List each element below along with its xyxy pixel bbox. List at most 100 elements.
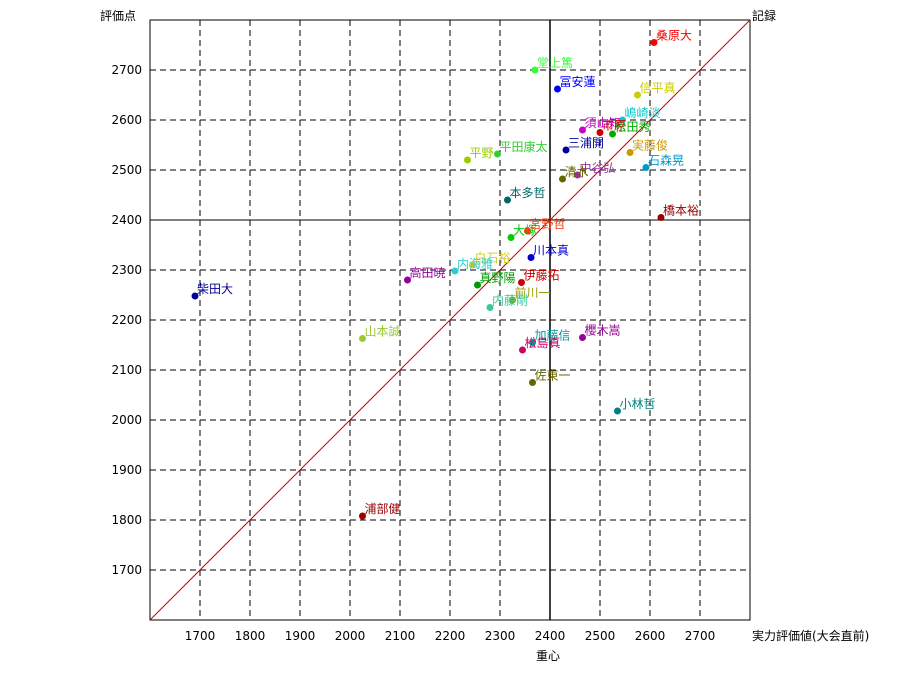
data-point: [574, 171, 581, 179]
x-tick-label: 2000: [335, 629, 366, 643]
data-point: [609, 130, 616, 138]
point-label: 高田暁: [410, 265, 446, 280]
data-point: [529, 379, 536, 386]
y-tick-label: 1700: [111, 563, 142, 577]
x-tick-label: 1800: [235, 629, 266, 643]
data-point: [562, 146, 570, 154]
point-label: 本多哲: [510, 186, 546, 200]
point-label: 柴田大: [197, 282, 233, 296]
point-label: 内藤剛: [492, 294, 528, 308]
point-label: 山本誠: [365, 325, 401, 339]
data-point: [191, 292, 199, 300]
diagonal-line: [149, 19, 751, 621]
data-point: [650, 39, 658, 46]
data-point: [554, 85, 561, 93]
x-tick-label: 2200: [435, 629, 466, 643]
data-point: [579, 126, 586, 134]
data-point: [359, 335, 366, 342]
data-point: [527, 254, 535, 261]
point-label: 佐東一: [535, 369, 571, 383]
data-point: [486, 304, 494, 311]
data-point: [474, 281, 481, 289]
data-point: [519, 346, 526, 354]
point-label: 前川一: [515, 285, 551, 300]
point-label: 桑原大: [656, 29, 692, 43]
y-axis-title: 評価点: [100, 8, 136, 23]
data-point: [509, 296, 516, 304]
point-label: 嶋崎淡: [625, 106, 661, 120]
y-tick-label: 2400: [111, 213, 142, 227]
y-tick-label: 1900: [111, 463, 142, 477]
x-tick-label: 2300: [485, 629, 516, 643]
data-point: [529, 339, 536, 346]
x-tick-label: 2400: [535, 629, 566, 643]
data-point: [559, 175, 566, 183]
point-label: 松田秀: [615, 120, 651, 134]
data-point: [464, 156, 471, 164]
x-tick-label: 1700: [185, 629, 216, 643]
data-point: [524, 227, 531, 235]
point-label: 真野陽: [480, 271, 516, 285]
data-point: [469, 261, 476, 269]
y-tick-label: 2600: [111, 113, 142, 127]
y-tick-labels: 1700 1800 1900 2000 2100 2200 2300 2400 2500 2600…: [111, 63, 142, 577]
point-label: 中谷弘: [580, 160, 616, 175]
data-point: [404, 276, 411, 284]
y-tick-label: 2300: [111, 263, 142, 277]
x-tick-label: 2500: [585, 629, 616, 643]
data-point: [614, 407, 621, 415]
y-tick-label: 1800: [111, 513, 142, 527]
point-label: 白石裕: [475, 250, 511, 265]
y-tick-label: 2200: [111, 313, 142, 327]
data-point: [507, 234, 515, 241]
point-label: 宮野哲: [530, 216, 566, 231]
data-point: [634, 91, 641, 99]
data-point: [579, 334, 586, 341]
data-point: [596, 129, 604, 136]
x-tick-label: 2600: [635, 629, 666, 643]
point-label: 松島真: [525, 335, 561, 350]
x-tick-label: 1900: [285, 629, 316, 643]
point-label: 三浦開: [568, 136, 604, 150]
point-label: 平野: [470, 146, 494, 160]
point-label: 須山知: [585, 116, 621, 130]
y-tick-label: 2500: [111, 163, 142, 177]
y-tick-label: 2700: [111, 63, 142, 77]
point-label: 櫻木嵩: [585, 323, 621, 338]
x-axis-title: 実力評価値(大会直前): [752, 628, 869, 643]
data-point: [518, 279, 525, 286]
point-label: 信平真: [640, 81, 676, 95]
data-point: [504, 196, 511, 204]
data-point: [494, 150, 501, 158]
data-point: [619, 116, 626, 124]
data-point: [531, 66, 539, 74]
point-label: 平田康太: [500, 139, 548, 154]
reference-lines: [149, 19, 751, 621]
diagonal-label: 記録: [752, 8, 776, 23]
x-tick-labels: 1700 1800 1900 2000 2100 2200 2300 2400 2500 2600…: [185, 629, 716, 643]
x-axis-subtitle: 重心: [536, 649, 560, 663]
data-point: [451, 267, 459, 275]
point-label: 川本真: [533, 244, 569, 258]
point-label: 小林哲: [620, 397, 656, 411]
y-tick-label: 2100: [111, 363, 142, 377]
point-label: 冨安蓮: [560, 74, 596, 89]
point-label: 浦部健: [365, 501, 401, 516]
point-label: 加藤信: [535, 329, 571, 343]
data-point: [642, 164, 650, 171]
point-label: 実藤俊: [632, 138, 668, 153]
point-label: 市原: [602, 118, 626, 133]
point-label: 伊藤拓: [524, 269, 560, 283]
data-point: [359, 512, 366, 520]
point-label: 大塚: [513, 224, 537, 238]
x-tick-label: 2100: [385, 629, 416, 643]
data-point: [657, 214, 665, 221]
point-label: 橋本裕: [663, 203, 699, 218]
point-label: 清水: [565, 165, 589, 179]
point-label: 堂上篤: [537, 56, 573, 70]
y-tick-label: 2000: [111, 413, 142, 427]
data-point: [626, 149, 634, 156]
point-label: 石森晃: [648, 153, 684, 168]
